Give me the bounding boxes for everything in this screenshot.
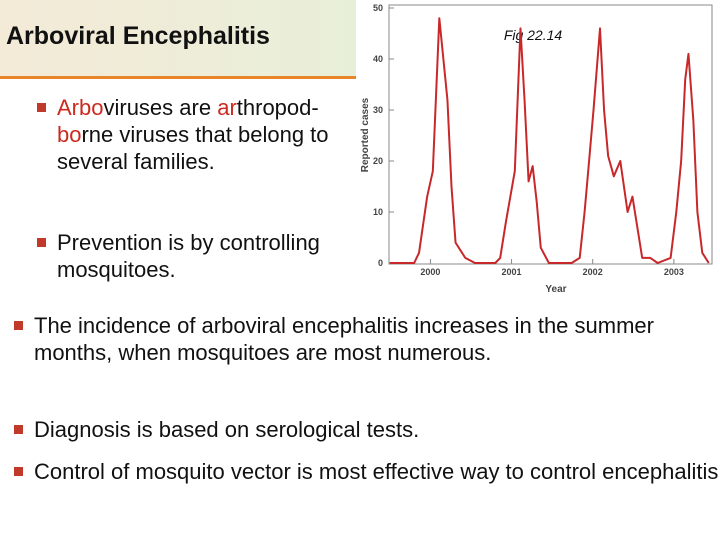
y-tick-label: 30: [373, 105, 383, 115]
slide-title: Arboviral Encephalitis: [6, 22, 270, 50]
bullet: Prevention is by controlling mosquitoes.: [37, 229, 367, 283]
x-axis-label: Year: [545, 284, 566, 295]
text-run: bo: [57, 122, 82, 147]
y-tick-label: 50: [373, 3, 383, 13]
y-axis-label: Reported cases: [360, 97, 371, 172]
y-tick-label: 20: [373, 156, 383, 166]
chart: Fig 22.14 Year Reported cases 0 10 20 30 40 5…: [0, 0, 713, 295]
bullet: Arboviruses are arthropod-borne viruses …: [37, 94, 367, 175]
x-tick-label: 2002: [583, 267, 603, 277]
x-tick-label: 2000: [420, 267, 440, 277]
text-run: ar: [217, 95, 237, 120]
text-run: Prevention is by controlling mosquitoes.: [57, 230, 320, 282]
figure-label: Fig 22.14: [504, 27, 563, 43]
bullet-marker: [14, 467, 23, 476]
bullet-text: Diagnosis is based on serological tests.: [34, 417, 420, 442]
bullet-marker: [14, 425, 23, 434]
bullet: Diagnosis is based on serological tests.: [14, 416, 720, 443]
x-tick-label: 2003: [664, 267, 684, 277]
bullet: Control of mosquito vector is most effec…: [14, 458, 720, 485]
bullet-marker: [37, 103, 46, 112]
bullet: The incidence of arboviral encephalitis …: [14, 312, 720, 366]
bullet-text: The incidence of arboviral encephalitis …: [34, 313, 654, 365]
y-tick-label: 0: [378, 258, 383, 268]
text-run: Arbo: [57, 95, 104, 120]
bullet-marker: [14, 321, 23, 330]
header-band: [0, 0, 356, 77]
y-tick-label: 40: [373, 54, 383, 64]
text-run: rne viruses that belong to several famil…: [57, 122, 329, 174]
y-tick-label: 10: [373, 207, 383, 217]
header-rule: [0, 76, 356, 79]
text-run: viruses are: [103, 95, 218, 120]
data-line: [389, 17, 710, 264]
bullet-text: Control of mosquito vector is most effec…: [34, 459, 720, 484]
bullet-marker: [37, 238, 46, 247]
text-run: thropod-: [236, 95, 319, 120]
x-tick-label: 2001: [502, 267, 522, 277]
